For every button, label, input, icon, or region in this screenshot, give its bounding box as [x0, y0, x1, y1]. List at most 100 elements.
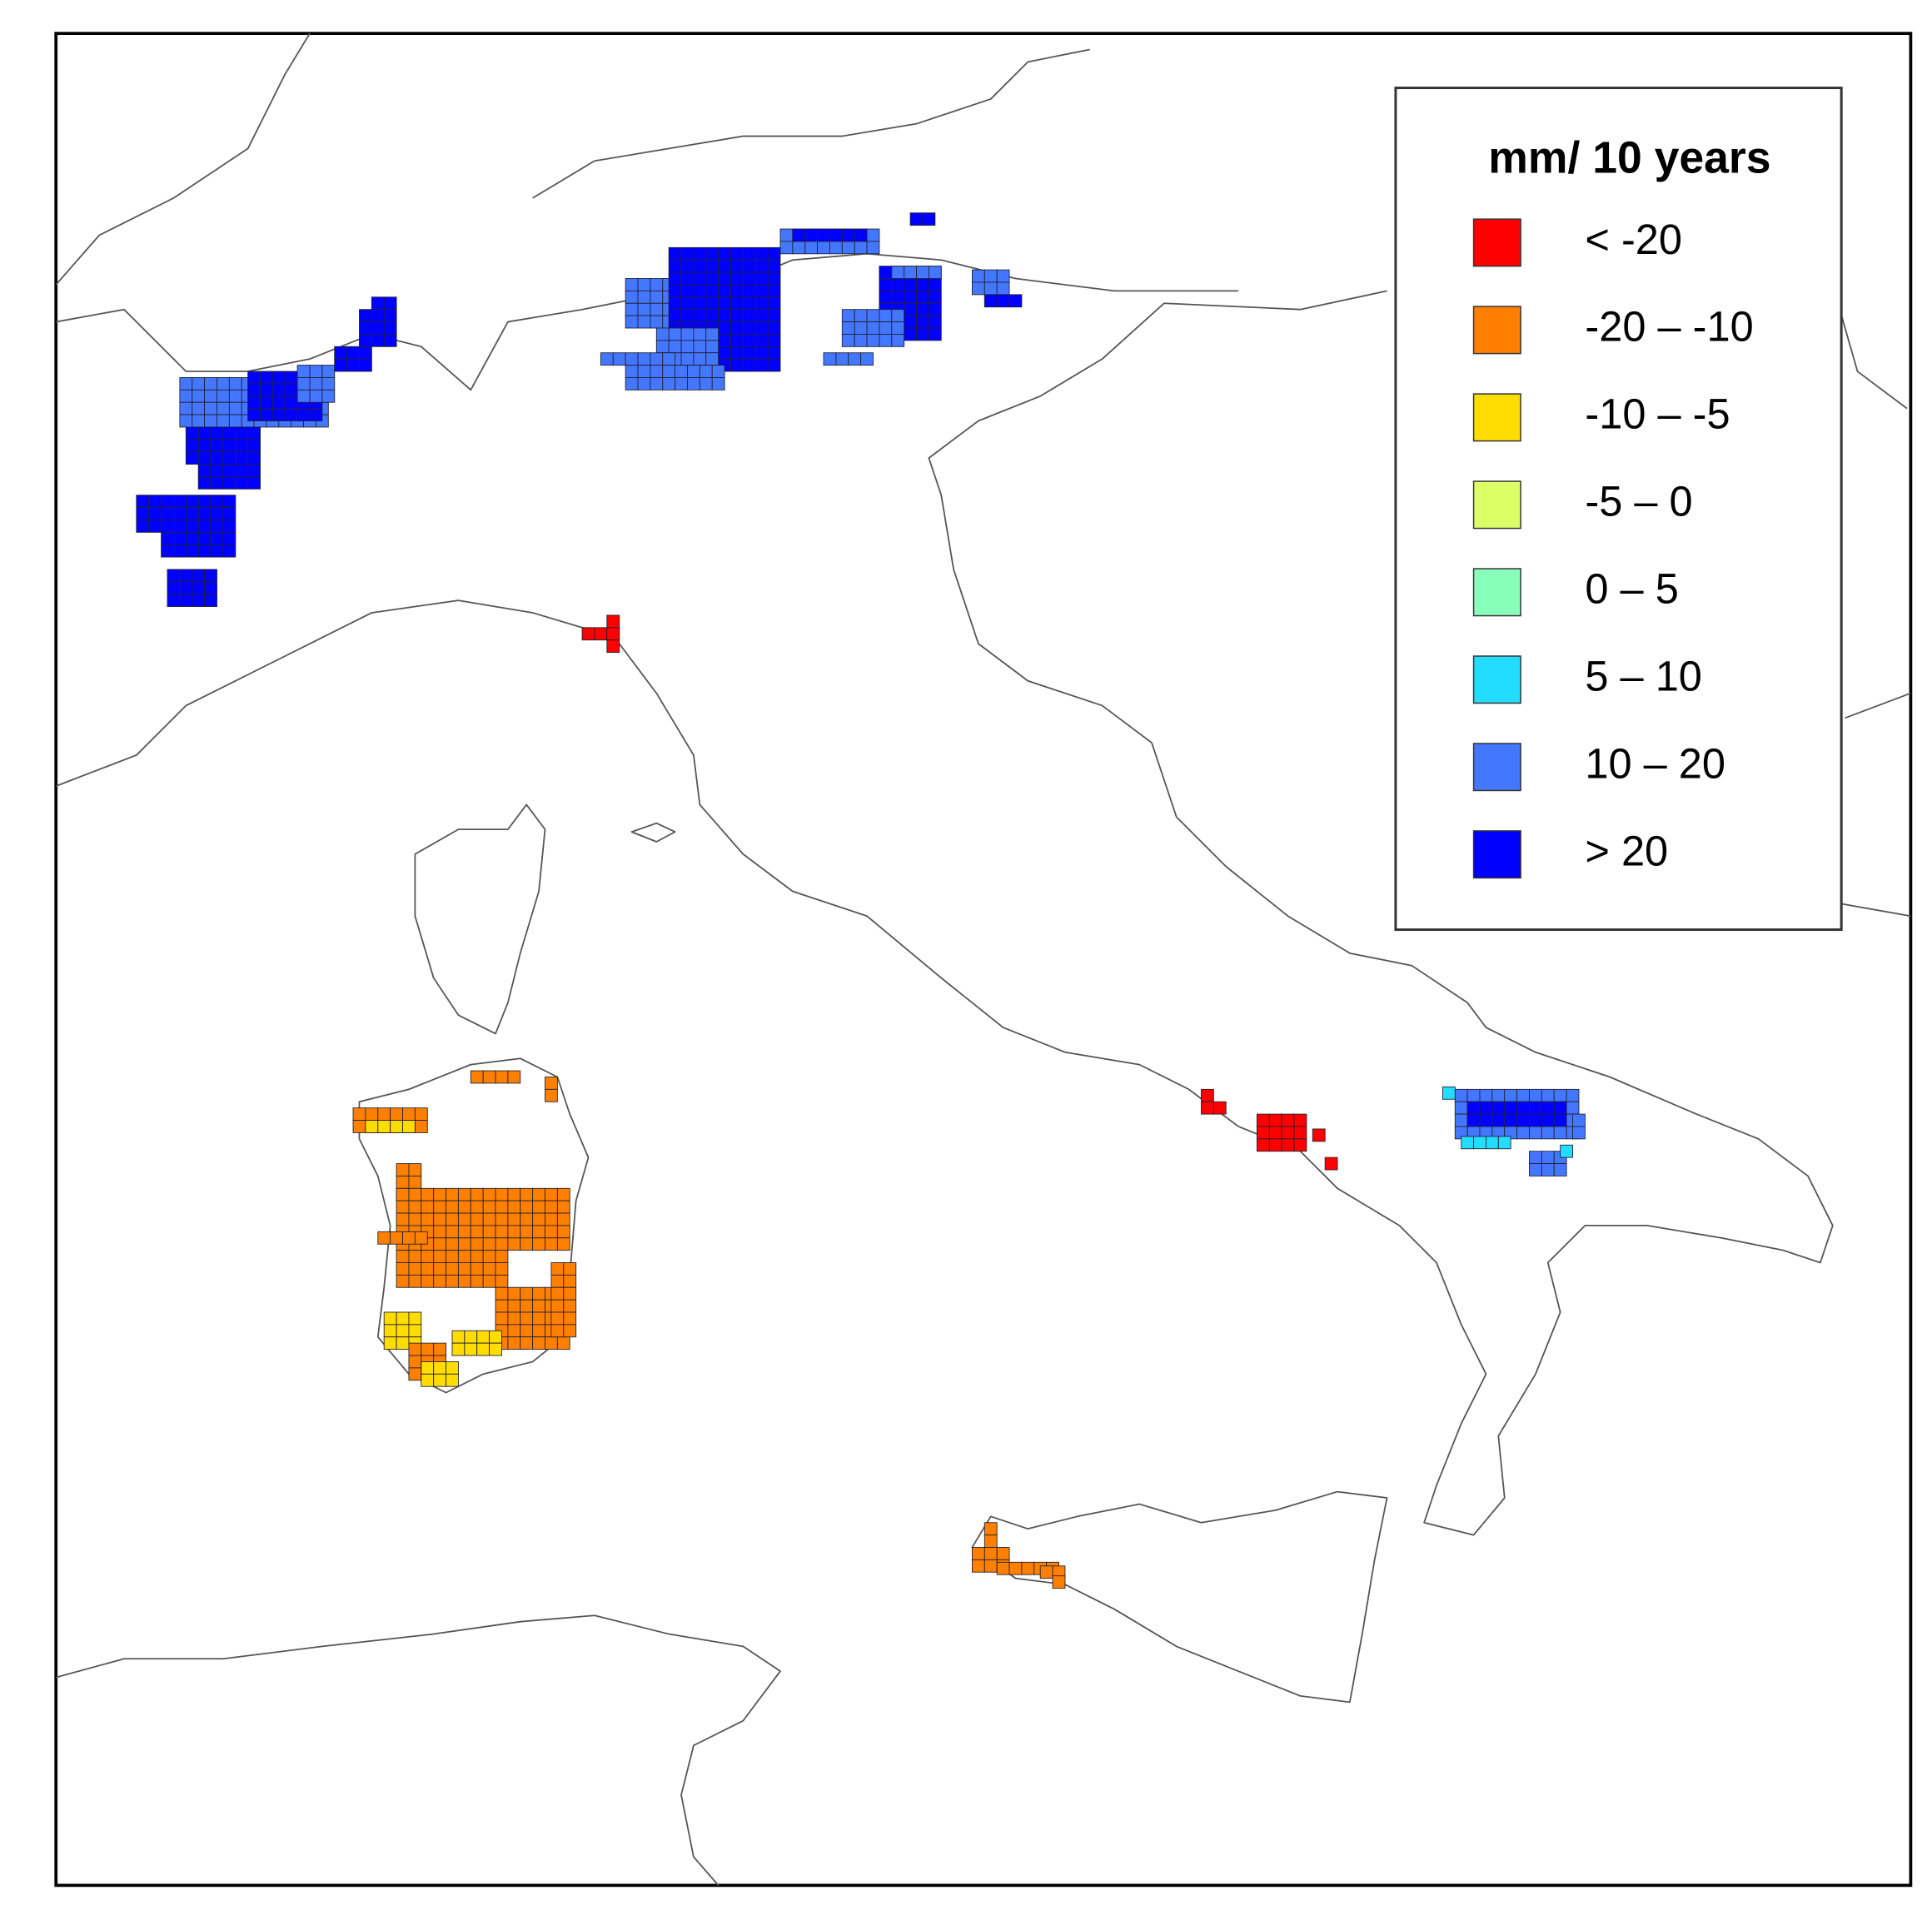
grid-cell [1553, 1088, 1567, 1102]
grid-cell [680, 340, 695, 354]
grid-cell [396, 1274, 410, 1288]
grid-cell [545, 1336, 558, 1350]
grid-cell [470, 1237, 484, 1251]
grid-cell [247, 383, 261, 397]
grid-cell [718, 271, 731, 286]
grid-cell [383, 1311, 397, 1326]
grid-cell [390, 1120, 403, 1133]
grid-cell [470, 1225, 484, 1239]
grid-cell [1312, 1128, 1326, 1142]
legend-swatch [1472, 830, 1521, 879]
grid-cell [421, 1274, 435, 1288]
grid-cell [1293, 1113, 1307, 1127]
grid-cell [457, 1225, 471, 1239]
grid-cell [371, 296, 385, 311]
grid-cell [476, 1342, 490, 1356]
grid-cell [433, 1262, 446, 1276]
grid-cell [971, 1547, 985, 1560]
grid-cell [482, 1200, 496, 1214]
grid-cell [210, 439, 224, 453]
grid-cell [1021, 1561, 1035, 1575]
grid-cell [625, 290, 639, 304]
grid-cell [271, 383, 286, 397]
grid-cell [421, 1187, 435, 1201]
grid-cell [179, 569, 193, 583]
grid-cell [520, 1225, 534, 1239]
grid-cell [563, 1324, 577, 1338]
grid-cell [383, 333, 397, 347]
grid-cell [173, 507, 187, 520]
grid-cell [983, 281, 998, 296]
grid-cell [210, 531, 224, 545]
grid-cell [904, 302, 917, 316]
grid-cell [446, 1373, 459, 1387]
legend-swatch [1472, 218, 1521, 267]
grid-cell [693, 246, 707, 261]
grid-cell [1466, 1101, 1481, 1115]
grid-cell [532, 1237, 545, 1251]
grid-cell [767, 271, 781, 286]
grid-cell [185, 451, 199, 465]
grid-cell [359, 333, 372, 347]
grid-cell [699, 365, 713, 378]
grid-cell [662, 365, 676, 378]
grid-cell [693, 327, 707, 341]
grid-cell [396, 1250, 410, 1263]
grid-cell [829, 241, 843, 255]
legend-label: -5 – 0 [1585, 478, 1692, 525]
grid-cell [754, 309, 769, 323]
grid-cell [507, 1299, 521, 1313]
grid-cell [217, 389, 230, 403]
grid-cell [532, 1336, 545, 1350]
grid-cell [520, 1286, 534, 1301]
corsica [414, 803, 546, 1035]
grid-cell [495, 1311, 509, 1326]
grid-cell [247, 439, 261, 453]
legend-label: > 20 [1585, 828, 1668, 875]
grid-cell [284, 408, 298, 421]
grid-cell [451, 1330, 466, 1344]
grid-cell [520, 1200, 534, 1214]
grid-cell [754, 321, 769, 335]
grid-cell [680, 284, 695, 298]
grid-cell [421, 1361, 435, 1375]
grid-cell [532, 1212, 545, 1226]
grid-cell [414, 1120, 428, 1133]
grid-cell [545, 1200, 558, 1214]
grid-cell [217, 414, 230, 428]
grid-cell [668, 309, 682, 323]
grid-cell [1566, 1101, 1580, 1115]
grid-cell [296, 377, 311, 390]
grid-cell [1504, 1101, 1518, 1115]
grid-cell [730, 246, 744, 261]
grid-cell [693, 259, 707, 273]
grid-cell [662, 377, 676, 390]
grid-cell [891, 333, 905, 347]
grid-cell [928, 315, 942, 329]
grid-cell [693, 296, 707, 311]
grid-cell [446, 1225, 459, 1239]
grid-cell [507, 1286, 521, 1301]
grid-cell [556, 1200, 570, 1214]
grid-cell [482, 1070, 496, 1084]
grid-cell [879, 321, 893, 335]
grid-cell [192, 581, 206, 595]
grid-cell [1497, 1136, 1511, 1150]
coastline [55, 32, 311, 286]
grid-cell [520, 1237, 534, 1251]
grid-cell [668, 246, 682, 261]
grid-cell [854, 241, 868, 255]
grid-cell [247, 395, 261, 410]
grid-cell [532, 1311, 545, 1326]
grid-cell [222, 531, 237, 545]
grid-cell [1516, 1088, 1530, 1102]
sicily [971, 1490, 1388, 1704]
grid-cell [192, 389, 206, 403]
grid-cell [359, 346, 372, 360]
legend-label: < -20 [1585, 216, 1682, 263]
grid-cell [321, 389, 336, 403]
grid-cell [1572, 1113, 1586, 1127]
grid-cell [210, 507, 224, 520]
grid-cell [563, 1299, 577, 1313]
grid-cell [204, 377, 217, 390]
